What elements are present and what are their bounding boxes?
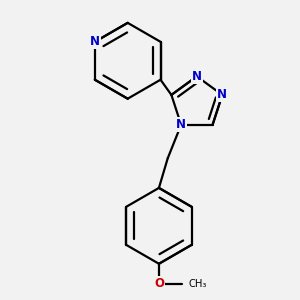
Text: O: O <box>154 277 164 290</box>
Text: N: N <box>217 88 227 101</box>
Text: N: N <box>192 70 202 83</box>
Text: N: N <box>176 118 186 131</box>
Text: CH₃: CH₃ <box>189 279 207 289</box>
Text: N: N <box>90 35 100 48</box>
